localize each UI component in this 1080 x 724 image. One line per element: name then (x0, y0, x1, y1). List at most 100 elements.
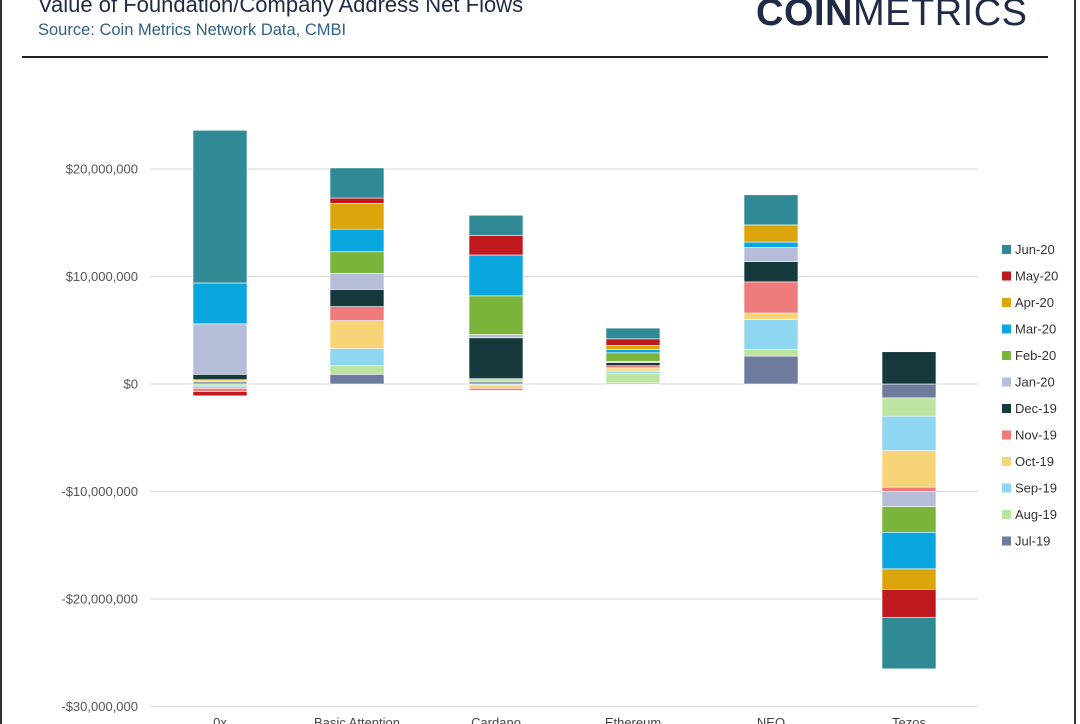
bar-segment (469, 215, 523, 235)
bar-segment (606, 345, 660, 349)
bar-segment (330, 198, 384, 203)
bar-segment (744, 195, 798, 225)
bar-segment (882, 352, 936, 384)
bar-segment (469, 382, 523, 384)
y-tick-label: $10,000,000 (66, 269, 138, 284)
bar-segment (744, 242, 798, 247)
bar-segment (193, 283, 247, 324)
bar-segment (469, 296, 523, 335)
legend-label: Jul-19 (1015, 534, 1050, 549)
bar-segment (469, 388, 523, 390)
bar-segment (882, 398, 936, 416)
bar-segment (882, 416, 936, 450)
stacked-bar-chart: $20,000,000 $10,000,000 $0 -$10,000,000 -$20… (0, 0, 1080, 724)
bar-segment (193, 374, 247, 379)
legend-label: Oct-19 (1015, 454, 1054, 469)
y-tick-label: -$10,000,000 (61, 484, 138, 499)
bar-segment (193, 392, 247, 396)
bar-segment (882, 617, 936, 669)
legend-swatch (1002, 351, 1011, 360)
bar-segment (330, 203, 384, 229)
x-category-label: NEO (757, 715, 785, 724)
bar-segment (330, 349, 384, 366)
x-category-label: Cardano (471, 715, 521, 724)
bar-segment (882, 507, 936, 533)
bar-segment (330, 374, 384, 384)
legend-label: Sep-19 (1015, 481, 1057, 496)
legend-swatch (1002, 378, 1011, 387)
y-tick-label: $0 (124, 377, 138, 392)
legend-swatch (1002, 431, 1011, 440)
bar-segment (193, 386, 247, 388)
legend-swatch (1002, 457, 1011, 466)
bar-segment (606, 339, 660, 345)
bar-segment (606, 350, 660, 353)
y-tick-label: $20,000,000 (66, 162, 138, 177)
bar-segment (330, 366, 384, 375)
bar-segment (330, 229, 384, 252)
legend-label: Jun-20 (1015, 242, 1055, 257)
bar-segment (330, 321, 384, 349)
bar-segment (882, 532, 936, 569)
bar-segment (606, 353, 660, 362)
bar-segment (193, 324, 247, 375)
legend-label: Mar-20 (1015, 322, 1056, 337)
bar-segment (882, 451, 936, 488)
bar-segment (330, 289, 384, 306)
legend-swatch (1002, 537, 1011, 546)
bar-segment (193, 382, 247, 384)
legend-label: Jan-20 (1015, 375, 1055, 390)
bar-segment (606, 363, 660, 366)
bar-segment (469, 338, 523, 379)
bar-segment (744, 247, 798, 261)
bar-segment (193, 384, 247, 386)
bar-segment (882, 569, 936, 589)
y-tick-label: -$20,000,000 (61, 592, 138, 607)
bar-segment (744, 261, 798, 281)
x-category-label: Ethereum (605, 715, 661, 724)
bar-segment (744, 282, 798, 313)
bar-segment (606, 368, 660, 371)
bar-segment (882, 492, 936, 507)
bar-segment (330, 273, 384, 289)
bar-segment (606, 328, 660, 339)
bar-segment (193, 130, 247, 283)
y-tick-label: -$30,000,000 (61, 699, 138, 714)
bar-segment (882, 487, 936, 491)
bar-segment (744, 225, 798, 242)
legend-swatch (1002, 325, 1011, 334)
bar-segment (469, 335, 523, 338)
bar-segment (469, 255, 523, 296)
bar-segment (193, 388, 247, 391)
legend-label: Dec-19 (1015, 401, 1057, 416)
legend-label: May-20 (1015, 269, 1058, 284)
bar-segment (606, 373, 660, 383)
bar-segment (330, 252, 384, 274)
bar-segment (469, 236, 523, 255)
x-category-label: Basic Attention (314, 715, 400, 724)
x-category-label: 0x (213, 715, 227, 724)
legend-label: Apr-20 (1015, 295, 1054, 310)
bar-segment (469, 385, 523, 388)
x-category-label: Tezos (892, 715, 926, 724)
legend-label: Feb-20 (1015, 348, 1056, 363)
bar-segment (193, 380, 247, 382)
bar-segment (469, 379, 523, 382)
bar-segment (882, 384, 936, 398)
bar-segment (744, 313, 798, 319)
legend-swatch (1002, 298, 1011, 307)
legend-label: Nov-19 (1015, 428, 1057, 443)
legend-label: Aug-19 (1015, 507, 1057, 522)
legend-swatch (1002, 404, 1011, 413)
bar-segment (744, 320, 798, 350)
bar-segment (606, 371, 660, 373)
legend-swatch (1002, 510, 1011, 519)
legend-swatch (1002, 245, 1011, 254)
bar-segment (330, 168, 384, 198)
bar-segment (744, 350, 798, 356)
legend-swatch (1002, 484, 1011, 493)
bar-segment (744, 356, 798, 384)
bar-segment (330, 307, 384, 321)
bar-segment (882, 589, 936, 617)
legend-swatch (1002, 272, 1011, 281)
